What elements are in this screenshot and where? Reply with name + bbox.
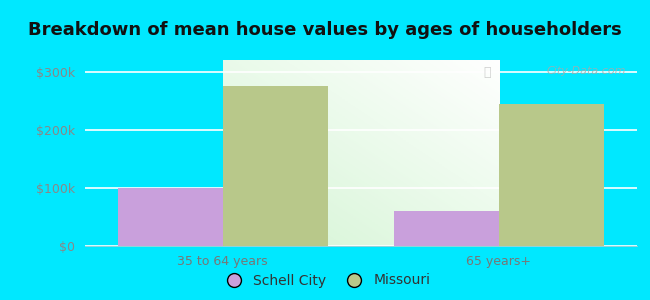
Bar <box>499 103 604 246</box>
Text: ⓘ: ⓘ <box>483 66 491 79</box>
Bar <box>118 188 222 246</box>
Text: City-Data.com: City-Data.com <box>547 66 626 76</box>
Bar <box>222 86 328 246</box>
Text: Breakdown of mean house values by ages of householders: Breakdown of mean house values by ages o… <box>28 21 622 39</box>
Legend: Schell City, Missouri: Schell City, Missouri <box>214 268 436 293</box>
Bar <box>394 211 499 246</box>
